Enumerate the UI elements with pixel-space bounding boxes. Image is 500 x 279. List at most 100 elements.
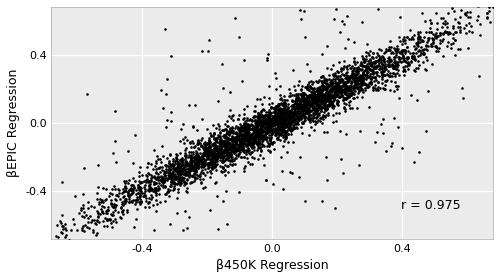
- Point: [226, 144, 234, 148]
- Point: [286, 113, 294, 117]
- Point: [328, 76, 336, 81]
- Point: [346, 83, 354, 88]
- Point: [324, 105, 332, 110]
- Point: [216, 142, 224, 147]
- Point: [94, 211, 102, 216]
- Point: [252, 135, 260, 140]
- Point: [176, 158, 184, 162]
- Point: [344, 63, 351, 68]
- Point: [409, 56, 417, 61]
- Point: [109, 210, 117, 214]
- Point: [246, 144, 254, 148]
- Point: [315, 111, 323, 115]
- Point: [304, 100, 312, 104]
- Point: [277, 120, 285, 124]
- Point: [71, 259, 79, 264]
- Point: [222, 140, 230, 144]
- Point: [271, 109, 279, 113]
- Point: [241, 132, 249, 136]
- Point: [186, 152, 194, 157]
- Point: [374, 58, 382, 63]
- Point: [144, 161, 152, 165]
- Point: [274, 104, 282, 109]
- Point: [177, 169, 185, 173]
- Point: [302, 84, 310, 88]
- Point: [207, 160, 215, 165]
- Point: [182, 172, 190, 177]
- Point: [253, 125, 261, 129]
- Point: [230, 169, 238, 174]
- Point: [204, 150, 212, 155]
- Point: [417, 44, 425, 49]
- Point: [200, 150, 208, 155]
- Point: [212, 144, 220, 148]
- Point: [103, 208, 111, 212]
- Point: [238, 144, 246, 148]
- Point: [354, 78, 362, 82]
- Point: [217, 155, 225, 159]
- Point: [225, 142, 233, 146]
- Point: [122, 179, 130, 183]
- Point: [274, 114, 281, 119]
- Point: [260, 115, 268, 120]
- Point: [264, 117, 272, 122]
- Point: [260, 122, 268, 126]
- Point: [368, 71, 376, 76]
- Point: [270, 122, 278, 127]
- Point: [112, 219, 120, 224]
- Point: [346, 80, 354, 85]
- Point: [374, 6, 382, 11]
- Point: [332, 92, 340, 97]
- Point: [219, 165, 227, 170]
- Point: [220, 150, 228, 155]
- Point: [273, 120, 281, 124]
- Point: [150, 186, 158, 191]
- Point: [318, 121, 326, 125]
- Point: [207, 159, 215, 163]
- Point: [342, 83, 349, 87]
- Point: [174, 175, 182, 180]
- Point: [342, 83, 350, 88]
- Point: [305, 93, 313, 97]
- Point: [264, 52, 272, 56]
- Point: [335, 91, 343, 95]
- Point: [298, 99, 306, 104]
- Point: [252, 139, 260, 143]
- Point: [200, 141, 207, 145]
- Point: [284, 132, 292, 137]
- Point: [300, 91, 308, 95]
- Point: [234, 117, 242, 121]
- Point: [407, 37, 415, 42]
- Point: [256, 97, 264, 101]
- Point: [250, 138, 258, 142]
- Point: [254, 144, 262, 149]
- Point: [197, 138, 205, 143]
- Point: [276, 133, 283, 137]
- Point: [212, 179, 220, 184]
- Point: [358, 88, 366, 92]
- Point: [220, 141, 228, 146]
- Point: [174, 177, 182, 181]
- Point: [124, 193, 132, 197]
- Point: [300, 105, 308, 110]
- Point: [168, 172, 175, 177]
- Point: [221, 145, 229, 150]
- Point: [367, 77, 375, 81]
- Point: [322, 99, 330, 103]
- Point: [236, 140, 244, 145]
- Point: [325, 104, 333, 109]
- Point: [302, 109, 310, 114]
- Point: [429, 40, 437, 45]
- Point: [252, 141, 260, 146]
- Point: [250, 109, 258, 114]
- Point: [194, 155, 202, 160]
- Point: [266, 127, 274, 131]
- Point: [202, 150, 210, 155]
- Point: [355, 85, 363, 90]
- Point: [346, 90, 354, 95]
- Point: [318, 87, 326, 91]
- Point: [292, 110, 300, 115]
- Point: [345, 100, 353, 105]
- Point: [408, 36, 416, 41]
- Point: [336, 86, 344, 91]
